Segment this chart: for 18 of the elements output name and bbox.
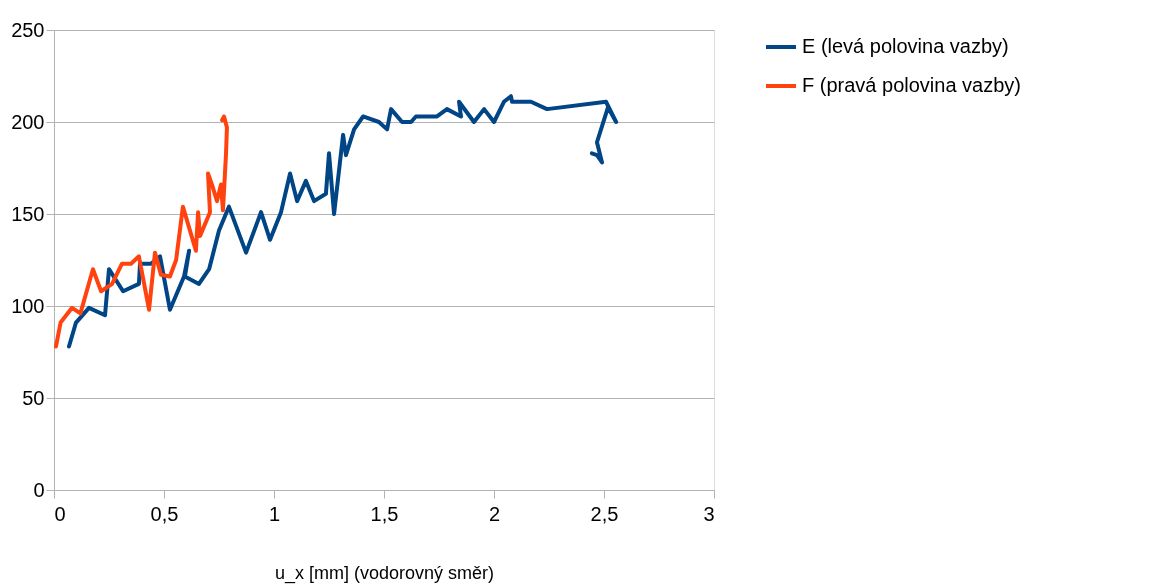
x-tick-label: 3 <box>703 502 715 525</box>
y-tick-label: 50 <box>22 386 45 409</box>
y-tick-label: 150 <box>11 202 45 225</box>
x-tick-label: 2 <box>488 502 501 525</box>
x-tick-label: 1 <box>268 502 281 525</box>
x-tick-label: 0 <box>54 502 66 525</box>
legend-label: F (pravá polovina vazby) <box>802 74 1021 96</box>
y-tick-label: 200 <box>11 110 45 133</box>
x-axis-title: u_x [mm] (vodorovný směr) <box>274 562 495 584</box>
y-tick-label: 100 <box>11 294 45 317</box>
line-series <box>66 94 619 349</box>
y-tick-label: 0 <box>33 478 45 501</box>
legend-label: E (levá polovina vazby) <box>802 35 1009 57</box>
x-tick-label: 0,5 <box>150 502 179 525</box>
x-tick-label: 2,5 <box>590 502 619 525</box>
x-tick-label: 1,5 <box>370 502 399 525</box>
y-tick-label: 250 <box>11 18 45 41</box>
line-series <box>53 114 229 349</box>
